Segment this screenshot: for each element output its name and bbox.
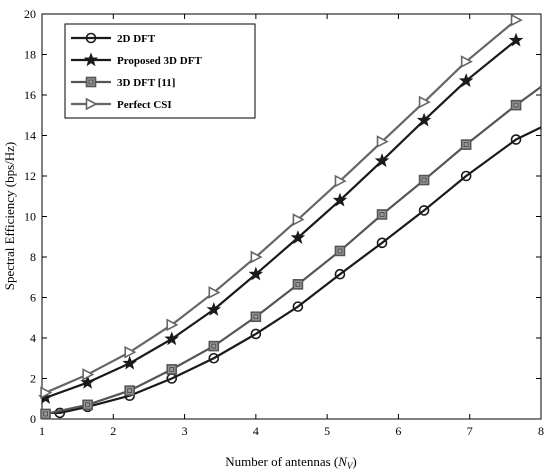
series-proposed-3d-dft — [38, 32, 524, 404]
data-point-perfect-csi — [82, 368, 95, 381]
legend-marker — [85, 32, 97, 44]
data-point-2d-dft — [418, 205, 430, 216]
data-point-proposed-3d-dft — [416, 112, 432, 127]
data-point-perfect-csi — [250, 250, 263, 264]
y-tick-label: 18 — [24, 48, 36, 62]
data-point-perfect-csi — [376, 135, 389, 148]
legend-item-proposed-3d-dft: Proposed 3D DFT — [71, 52, 202, 67]
legend: 2D DFT Proposed 3D DFT 3D DFT [11] Perfect … — [64, 23, 256, 119]
x-tick-label: 2 — [110, 424, 116, 438]
series-line-perfect-csi — [45, 19, 517, 394]
data-point-proposed-3d-dft — [332, 192, 348, 207]
series-line-2d-dft — [45, 126, 542, 415]
legend-label: 2D DFT — [117, 33, 156, 45]
data-point-3d-dft-11 — [208, 340, 220, 352]
data-point-2d-dft — [376, 237, 388, 249]
data-point-perfect-csi — [124, 345, 137, 359]
x-tick-label: 3 — [182, 424, 188, 438]
x-axis-label-var: N — [337, 454, 348, 469]
data-point-2d-dft — [250, 328, 262, 340]
y-tick-label: 20 — [24, 7, 36, 21]
data-point-perfect-csi — [292, 213, 305, 226]
data-point-3d-dft-11 — [460, 139, 472, 150]
series-line-proposed-3d-dft — [45, 39, 517, 399]
x-tick-label: 7 — [467, 424, 473, 438]
data-point-3d-dft-11 — [82, 399, 93, 411]
x-tick-label: 6 — [395, 424, 401, 438]
legend-box — [64, 23, 256, 119]
data-point-perfect-csi — [166, 318, 179, 332]
data-point-proposed-3d-dft — [248, 266, 264, 281]
y-axis-label: Spectral Efficiency (bps/Hz) — [2, 142, 17, 290]
data-point-proposed-3d-dft — [458, 73, 474, 88]
x-axis-label-sub: V — [347, 461, 354, 471]
data-point-perfect-csi — [208, 286, 221, 299]
data-point-2d-dft — [510, 134, 522, 145]
data-point-3d-dft-11 — [166, 364, 178, 375]
data-point-proposed-3d-dft — [374, 153, 390, 168]
data-point-perfect-csi — [460, 55, 473, 68]
data-point-proposed-3d-dft — [122, 355, 137, 370]
series-3d-dft-11 — [40, 86, 542, 420]
x-axis-label-end: ) — [352, 454, 356, 469]
legend-item-3d-dft-11: 3D DFT [11] — [71, 76, 175, 89]
data-point-perfect-csi — [40, 386, 53, 400]
legend-marker — [83, 52, 99, 67]
data-point-3d-dft-11 — [334, 245, 346, 257]
legend-marker — [85, 97, 98, 111]
data-point-proposed-3d-dft — [206, 301, 222, 316]
data-point-3d-dft-11 — [418, 174, 430, 186]
y-tick-label: 10 — [24, 210, 36, 224]
data-point-2d-dft — [334, 268, 346, 280]
x-axis-label-text: Number of antennas ( — [225, 454, 338, 469]
series-layer — [38, 13, 542, 420]
data-point-2d-dft — [208, 352, 220, 364]
data-point-3d-dft-11 — [292, 279, 304, 290]
y-tick-label: 0 — [30, 412, 36, 426]
legend-label: Perfect CSI — [117, 99, 172, 111]
x-axis-label: Number of antennas (NV) — [225, 454, 357, 471]
x-tick-label: 8 — [538, 424, 544, 438]
legend-label: 3D DFT [11] — [117, 77, 175, 89]
data-point-3d-dft-11 — [250, 311, 262, 323]
legend-label: Proposed 3D DFT — [117, 55, 202, 67]
series-line-3d-dft-11 — [45, 86, 542, 416]
data-point-2d-dft — [292, 301, 304, 312]
y-tick-label: 6 — [30, 291, 36, 305]
legend-item-2d-dft: 2D DFT — [71, 32, 156, 45]
data-point-3d-dft-11 — [510, 99, 522, 111]
legend-marker — [85, 76, 97, 88]
data-point-proposed-3d-dft — [290, 230, 306, 244]
y-tick-label: 14 — [24, 129, 36, 143]
data-point-proposed-3d-dft — [508, 32, 524, 47]
data-point-2d-dft — [460, 170, 472, 182]
y-tick-label: 8 — [30, 250, 36, 264]
y-tick-label: 16 — [24, 88, 36, 102]
data-point-3d-dft-11 — [376, 209, 388, 220]
x-tick-label: 1 — [39, 424, 45, 438]
legend-item-perfect-csi: Perfect CSI — [71, 97, 172, 111]
series-perfect-csi — [40, 13, 523, 400]
data-point-3d-dft-11 — [40, 408, 51, 420]
y-tick-label: 4 — [30, 331, 36, 345]
data-point-perfect-csi — [334, 174, 347, 188]
data-point-proposed-3d-dft — [80, 374, 95, 389]
data-point-3d-dft-11 — [124, 385, 135, 396]
x-tick-label: 5 — [324, 424, 330, 438]
y-tick-label: 12 — [24, 169, 36, 183]
data-point-proposed-3d-dft — [164, 331, 180, 346]
x-tick-label: 4 — [253, 424, 259, 438]
data-point-perfect-csi — [510, 13, 523, 27]
y-tick-label: 2 — [30, 372, 36, 386]
series-2d-dft — [45, 126, 542, 419]
data-point-perfect-csi — [418, 95, 431, 109]
